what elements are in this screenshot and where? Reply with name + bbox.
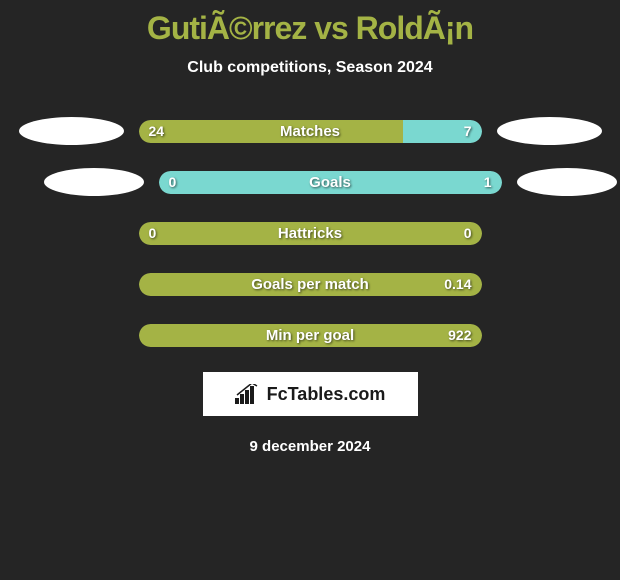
date-text: 9 december 2024 [0, 438, 620, 455]
bar-track: 0 Hattricks 0 [139, 222, 482, 245]
spacer [19, 270, 124, 298]
bar-right-value: 1 [484, 171, 492, 194]
bar-row-min-per-goal: Min per goal 922 [0, 321, 620, 349]
spacer [19, 219, 124, 247]
bar-left-fill [139, 222, 482, 245]
bar-left-value: 0 [169, 171, 177, 194]
bar-right-value: 922 [448, 324, 471, 347]
logo-box[interactable]: FcTables.com [203, 372, 418, 416]
bar-left-fill [139, 273, 482, 296]
bar-track: 24 Matches 7 [139, 120, 482, 143]
bar-row-matches: 24 Matches 7 [0, 117, 620, 145]
page-title: GutiÃ©rrez vs RoldÃ¡n [0, 0, 620, 47]
bar-right-value: 0 [464, 222, 472, 245]
player-right-ellipse-icon [517, 168, 617, 196]
bar-right-value: 7 [464, 120, 472, 143]
bar-left-fill [139, 120, 403, 143]
bar-left-fill [139, 324, 482, 347]
spacer [497, 219, 602, 247]
bar-track: Min per goal 922 [139, 324, 482, 347]
subtitle: Club competitions, Season 2024 [0, 59, 620, 77]
chart-bars-icon [235, 384, 261, 404]
bar-track: 0 Goals 1 [159, 171, 502, 194]
bar-left-value: 24 [149, 120, 165, 143]
bar-right-value: 0.14 [444, 273, 471, 296]
bars-container: 24 Matches 7 0 Goals 1 0 Hattricks 0 [0, 117, 620, 349]
bar-left-value: 0 [149, 222, 157, 245]
player-right-ellipse-icon [497, 117, 602, 145]
bar-track: Goals per match 0.14 [139, 273, 482, 296]
bar-row-goals-per-match: Goals per match 0.14 [0, 270, 620, 298]
spacer [19, 321, 124, 349]
player-left-ellipse-icon [19, 117, 124, 145]
bar-row-goals: 0 Goals 1 [0, 168, 620, 196]
logo-content: FcTables.com [235, 384, 386, 405]
logo-text: FcTables.com [267, 384, 386, 405]
spacer [497, 321, 602, 349]
bar-right-fill [159, 171, 502, 194]
player-left-ellipse-icon [44, 168, 144, 196]
bar-row-hattricks: 0 Hattricks 0 [0, 219, 620, 247]
spacer [497, 270, 602, 298]
